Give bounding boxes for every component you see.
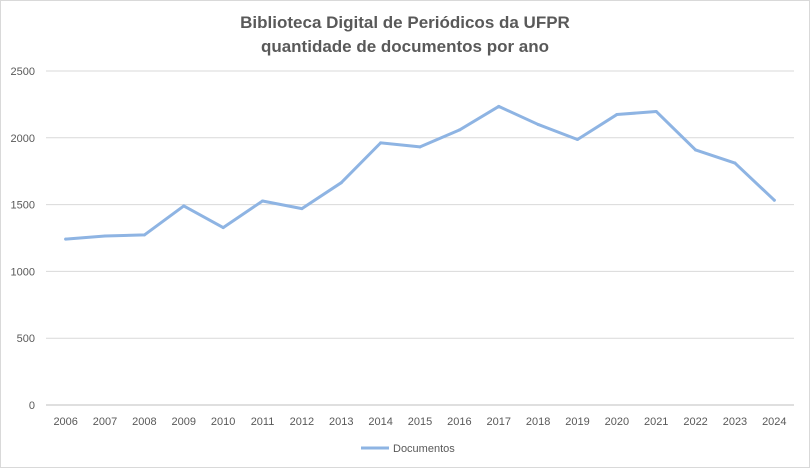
x-tick-label: 2009 [172, 416, 196, 428]
chart-title: Biblioteca Digital de Periódicos da UFPR [240, 13, 570, 32]
data-point [536, 122, 540, 126]
data-point [497, 104, 501, 108]
data-point [182, 204, 186, 208]
y-tick-label: 0 [29, 400, 35, 412]
x-tick-label: 2013 [329, 416, 353, 428]
x-tick-label: 2014 [368, 416, 392, 428]
x-tick-label: 2017 [486, 416, 510, 428]
data-point [64, 237, 68, 241]
data-point [261, 199, 265, 203]
x-tick-label: 2021 [644, 416, 668, 428]
x-tick-label: 2023 [723, 416, 747, 428]
data-point [654, 109, 658, 113]
x-tick-label: 2011 [251, 416, 275, 428]
x-tick-label: 2016 [447, 416, 471, 428]
x-tick-label: 2006 [53, 416, 77, 428]
y-tick-label: 500 [17, 333, 35, 345]
y-tick-label: 1000 [11, 266, 35, 278]
data-point [694, 148, 698, 152]
data-point [575, 138, 579, 142]
x-tick-label: 2020 [605, 416, 629, 428]
data-point [339, 181, 343, 185]
x-tick-label: 2012 [290, 416, 314, 428]
x-tick-label: 2019 [565, 416, 589, 428]
y-tick-label: 2000 [11, 133, 35, 145]
data-point [379, 141, 383, 145]
data-point [103, 234, 107, 238]
data-point [733, 161, 737, 165]
x-tick-label: 2024 [762, 416, 786, 428]
x-tick-label: 2010 [211, 416, 235, 428]
x-tick-label: 2018 [526, 416, 550, 428]
data-point [300, 207, 304, 211]
x-tick-label: 2007 [93, 416, 117, 428]
chart-subtitle: quantidade de documentos por ano [260, 37, 550, 56]
y-tick-label: 2500 [11, 66, 35, 78]
x-tick-label: 2008 [132, 416, 156, 428]
legend-label: Documentos [393, 443, 455, 455]
y-tick-label: 1500 [11, 200, 35, 212]
series-line-documentos [64, 104, 776, 241]
x-tick-label: 2015 [408, 416, 432, 428]
data-point [221, 226, 225, 230]
data-point [457, 128, 461, 132]
data-point [142, 233, 146, 237]
data-point [418, 145, 422, 149]
data-point [772, 198, 776, 202]
data-point [615, 113, 619, 117]
x-tick-label: 2022 [683, 416, 707, 428]
